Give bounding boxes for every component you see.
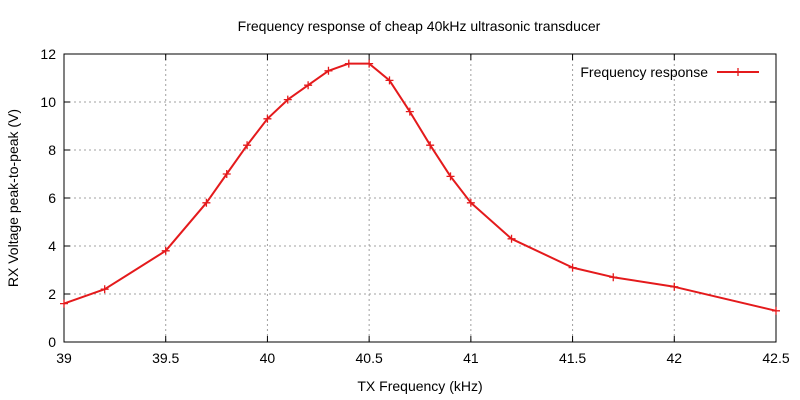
grid-lines xyxy=(64,54,776,342)
y-axis-label: RX Voltage peak-to-peak (V) xyxy=(5,109,21,287)
x-tick-label: 39 xyxy=(56,350,72,366)
series-line-frequency-response xyxy=(63,62,777,312)
data-point-marker xyxy=(446,172,455,181)
x-tick-label: 39.5 xyxy=(152,350,179,366)
axis-ticks xyxy=(63,53,777,343)
data-point-marker xyxy=(202,198,211,207)
data-point-marker xyxy=(405,107,414,116)
y-tick-label: 12 xyxy=(40,46,56,62)
x-tick-label: 41 xyxy=(463,350,479,366)
data-point-marker xyxy=(609,273,618,282)
data-point-marker xyxy=(466,198,475,207)
data-point-marker xyxy=(100,285,109,294)
data-point-marker xyxy=(670,282,679,291)
data-point-marker xyxy=(426,141,435,150)
data-point-marker xyxy=(243,141,252,150)
data-point-marker xyxy=(344,59,353,68)
data-point-marker xyxy=(222,170,231,178)
data-point-marker xyxy=(304,81,313,90)
x-tick-label: 40 xyxy=(260,350,276,366)
y-axis-tick-labels: 0 2 4 6 8 10 12 xyxy=(40,46,56,350)
data-point-marker xyxy=(324,66,333,75)
x-axis-label: TX Frequency (kHz) xyxy=(357,378,482,394)
data-point-marker xyxy=(385,76,394,85)
x-tick-label: 42 xyxy=(666,350,682,366)
data-point-marker xyxy=(772,306,780,315)
legend-label-frequency-response: Frequency response xyxy=(580,64,708,80)
series-layer xyxy=(60,59,780,315)
x-tick-label: 41.5 xyxy=(559,350,586,366)
y-tick-label: 4 xyxy=(48,238,56,254)
data-point-marker xyxy=(283,95,292,104)
legend: Frequency response xyxy=(580,64,759,80)
y-tick-label: 2 xyxy=(48,286,56,302)
y-tick-label: 10 xyxy=(40,94,56,110)
x-tick-label: 42.5 xyxy=(762,350,789,366)
legend-marker-plus xyxy=(734,68,742,76)
x-axis-tick-labels: 39 39.5 40 40.5 41 41.5 42 42.5 xyxy=(56,350,790,366)
data-point-marker xyxy=(365,59,374,68)
y-tick-label: 0 xyxy=(48,334,56,350)
data-point-marker xyxy=(161,246,170,255)
data-point-marker xyxy=(263,114,272,123)
data-point-marker xyxy=(568,263,577,272)
y-tick-label: 8 xyxy=(48,142,56,158)
data-point-marker xyxy=(60,299,68,308)
x-tick-label: 40.5 xyxy=(356,350,383,366)
data-point-marker xyxy=(507,234,516,243)
y-tick-label: 6 xyxy=(48,190,56,206)
chart-title: Frequency response of cheap 40kHz ultras… xyxy=(238,18,601,34)
